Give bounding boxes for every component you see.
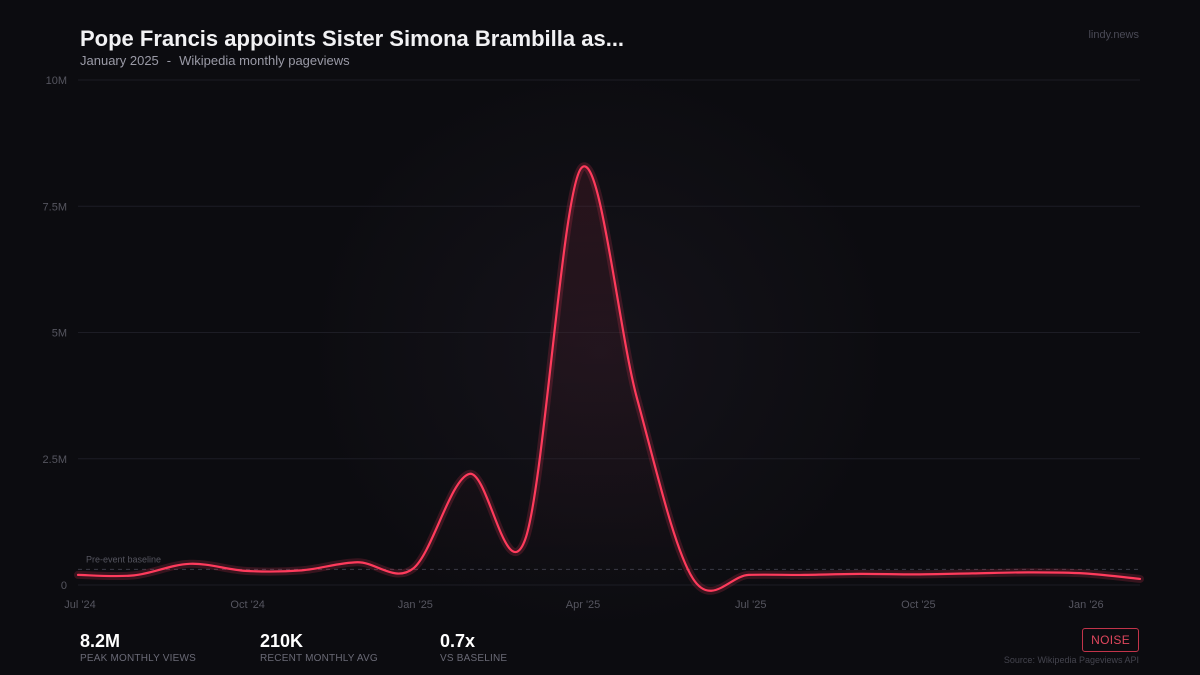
subtitle-separator: - (166, 53, 172, 68)
series-area (78, 166, 1140, 591)
data-point (1082, 571, 1086, 575)
x-tick-label: Oct '24 (230, 599, 265, 611)
data-point (635, 396, 639, 400)
stat-recent-value: 210K (260, 631, 304, 651)
x-tick-label: Oct '25 (901, 599, 936, 611)
data-point (914, 572, 918, 576)
chart-title: Pope Francis appoints Sister Simona Bram… (80, 26, 625, 51)
data-point (132, 573, 136, 577)
data-point (355, 560, 359, 564)
brand-label: lindy.news (1088, 29, 1139, 41)
x-tick-label: Jul '24 (64, 599, 95, 611)
data-point (579, 166, 583, 170)
x-tick-label: Jan '26 (1069, 599, 1104, 611)
chart-subtitle: January 2025- Wikipedia monthly pageviews (80, 53, 350, 68)
stat-peak-value: 8.2M (80, 631, 121, 651)
data-point (188, 562, 192, 566)
x-tick-label: Apr '25 (566, 599, 601, 611)
source-label: Source: Wikipedia Pageviews API (1003, 655, 1139, 665)
stat-baseline-label: VS BASELINE (440, 653, 508, 664)
subtitle-metric: Wikipedia monthly pageviews (179, 53, 350, 68)
data-point (691, 576, 695, 580)
y-tick-label: 7.5M (43, 201, 67, 213)
x-tick-label: Jan '25 (398, 599, 433, 611)
series-line (76, 165, 1142, 592)
data-point (523, 538, 527, 542)
data-point (467, 472, 471, 476)
y-tick-label: 0 (61, 580, 67, 592)
data-point (859, 572, 863, 576)
data-point (300, 568, 304, 572)
subtitle-date: January 2025 (80, 53, 159, 68)
stat-baseline-value: 0.7x (440, 631, 476, 651)
data-point (747, 573, 751, 577)
stat-recent-label: RECENT MONTHLY AVG (260, 653, 378, 664)
y-tick-label: 10M (46, 75, 67, 87)
data-point (76, 573, 80, 577)
x-tick-label: Jul '25 (735, 599, 766, 611)
data-point (411, 566, 415, 570)
data-point (1138, 577, 1142, 581)
noise-badge: NOISE (1082, 628, 1139, 652)
data-point (1026, 570, 1030, 574)
data-point (803, 573, 807, 577)
stat-peak: 8.2M PEAK MONTHLY VIEWS (80, 630, 196, 664)
data-point (244, 569, 248, 573)
baseline-label: Pre-event baseline (86, 554, 161, 564)
y-tick-label: 5M (52, 328, 67, 340)
stat-recent: 210K RECENT MONTHLY AVG (260, 630, 378, 664)
stat-baseline: 0.7x VS BASELINE (440, 630, 507, 664)
data-point (970, 571, 974, 575)
y-tick-label: 2.5M (43, 454, 67, 466)
stat-peak-label: PEAK MONTHLY VIEWS (80, 653, 197, 664)
